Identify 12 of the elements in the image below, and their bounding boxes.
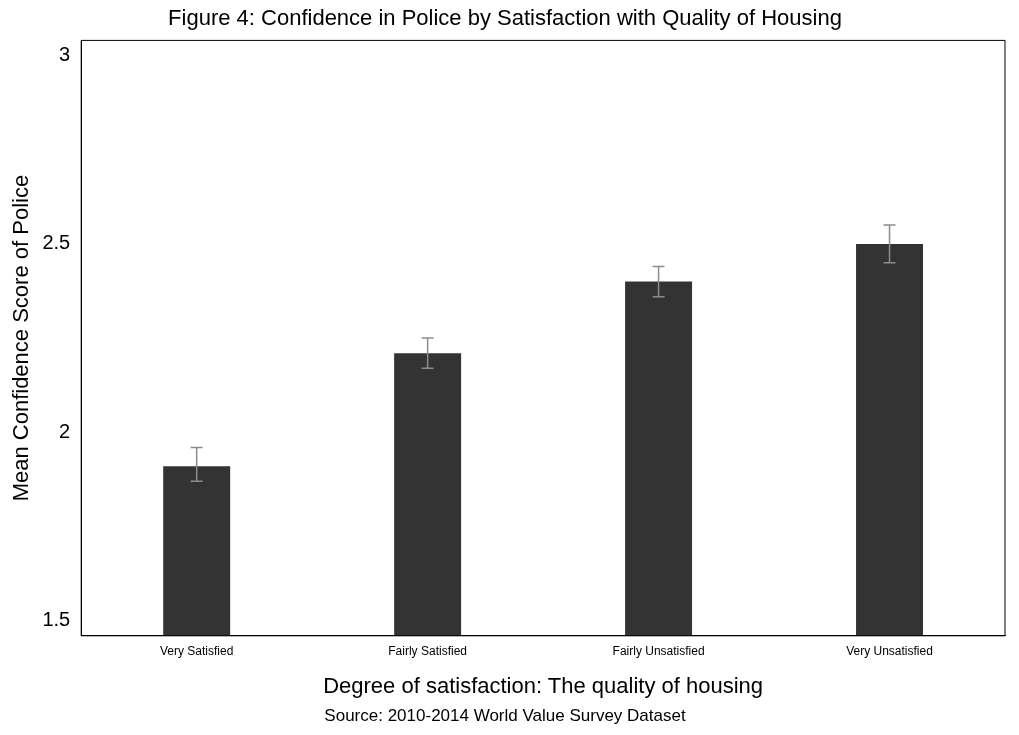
y-tick-label: 1.5 [42, 608, 71, 631]
y-tick-label: 2.5 [42, 231, 71, 254]
x-axis-title: Degree of satisfaction: The quality of housing [323, 673, 764, 699]
x-tick-label: Fairly Unsatisfied [612, 644, 705, 659]
x-tick-label: Fairly Satisfied [388, 644, 467, 659]
y-tick-label: 2 [59, 419, 71, 442]
y-axis-title: Mean Confidence Score of Police [8, 174, 34, 502]
y-tick-label: 3 [59, 42, 71, 65]
source-note: Source: 2010-2014 World Value Survey Dataset [324, 706, 686, 726]
chart-title: Figure 4: Confidence in Police by Satisfaction with Quality of Housing [168, 5, 842, 31]
x-tick-label: Very Unsatisfied [846, 644, 933, 659]
x-tick-label: Very Satisfied [159, 644, 234, 659]
